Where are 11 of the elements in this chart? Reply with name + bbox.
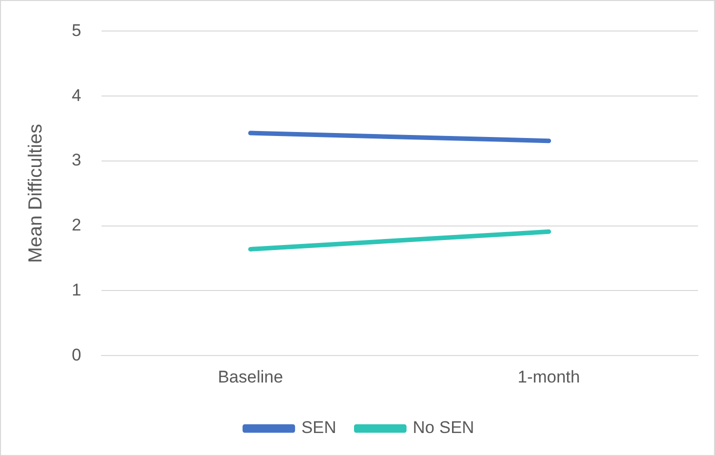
x-tick-label: 1-month — [518, 367, 580, 386]
y-tick-label: 1 — [72, 280, 82, 300]
y-tick-label: 5 — [72, 20, 82, 40]
legend-label: No SEN — [412, 418, 474, 438]
y-tick-label: 2 — [72, 216, 82, 235]
legend-label: SEN — [301, 418, 336, 438]
y-tick-label: 0 — [72, 345, 82, 364]
y-tick-label: 3 — [72, 150, 82, 170]
x-tick-label: Baseline — [218, 367, 284, 386]
y-axis-title: Mean Difficulties — [26, 124, 47, 263]
y-tick-label: 4 — [72, 86, 82, 105]
